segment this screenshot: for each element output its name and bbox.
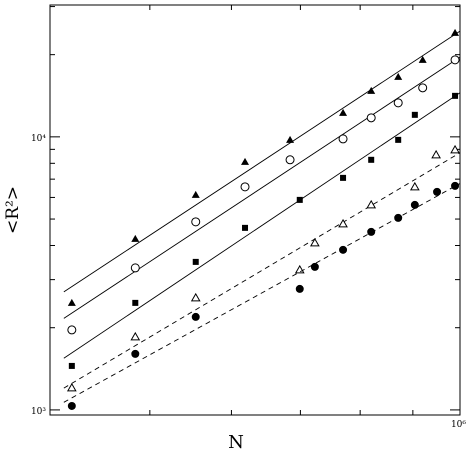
marker	[418, 83, 428, 93]
marker	[131, 234, 140, 242]
marker	[310, 237, 320, 247]
marker	[368, 156, 375, 163]
marker	[191, 217, 201, 227]
marker	[411, 111, 418, 118]
marker	[241, 157, 250, 165]
marker	[294, 264, 305, 274]
fit-line	[63, 56, 461, 319]
marker	[338, 218, 348, 228]
marker	[296, 196, 303, 203]
marker	[366, 113, 376, 123]
marker	[367, 86, 376, 94]
marker	[67, 401, 76, 410]
marker	[132, 299, 139, 306]
marker	[338, 134, 348, 144]
x-axis-label: N	[228, 432, 244, 453]
marker	[366, 199, 377, 209]
marker	[286, 135, 295, 143]
y-tick-label: 10⁴	[31, 134, 46, 144]
marker	[418, 55, 427, 63]
marker	[191, 190, 200, 198]
marker	[394, 72, 403, 80]
marker	[450, 55, 460, 65]
marker	[190, 292, 201, 302]
marker	[130, 331, 141, 341]
marker	[409, 181, 420, 191]
x-tick-label: 10⁶	[451, 420, 466, 430]
marker	[339, 108, 348, 116]
plot-frame	[49, 4, 461, 416]
marker	[433, 187, 442, 196]
y-tick-label: 10³	[31, 407, 46, 417]
marker	[242, 224, 249, 231]
fit-line	[63, 183, 461, 403]
marker	[450, 144, 460, 154]
marker	[66, 382, 77, 392]
marker	[67, 325, 77, 335]
y-axis-label: <R²>	[3, 186, 23, 234]
marker	[339, 245, 348, 254]
marker	[393, 98, 403, 108]
marker	[295, 284, 304, 293]
marker	[130, 263, 140, 273]
marker	[240, 182, 250, 192]
fit-line	[63, 30, 461, 293]
marker	[451, 181, 460, 190]
marker	[310, 262, 319, 271]
fit-line	[63, 152, 461, 389]
marker	[68, 362, 75, 369]
marker	[285, 155, 295, 165]
fit-line	[63, 92, 461, 359]
marker	[410, 200, 419, 209]
marker	[367, 227, 376, 236]
marker	[431, 149, 441, 159]
marker	[192, 258, 199, 265]
marker	[395, 136, 402, 143]
marker	[67, 298, 76, 306]
marker	[191, 312, 200, 321]
marker	[451, 28, 460, 36]
marker	[340, 174, 347, 181]
marker	[452, 92, 459, 99]
marker	[131, 349, 140, 358]
marker	[394, 213, 403, 222]
